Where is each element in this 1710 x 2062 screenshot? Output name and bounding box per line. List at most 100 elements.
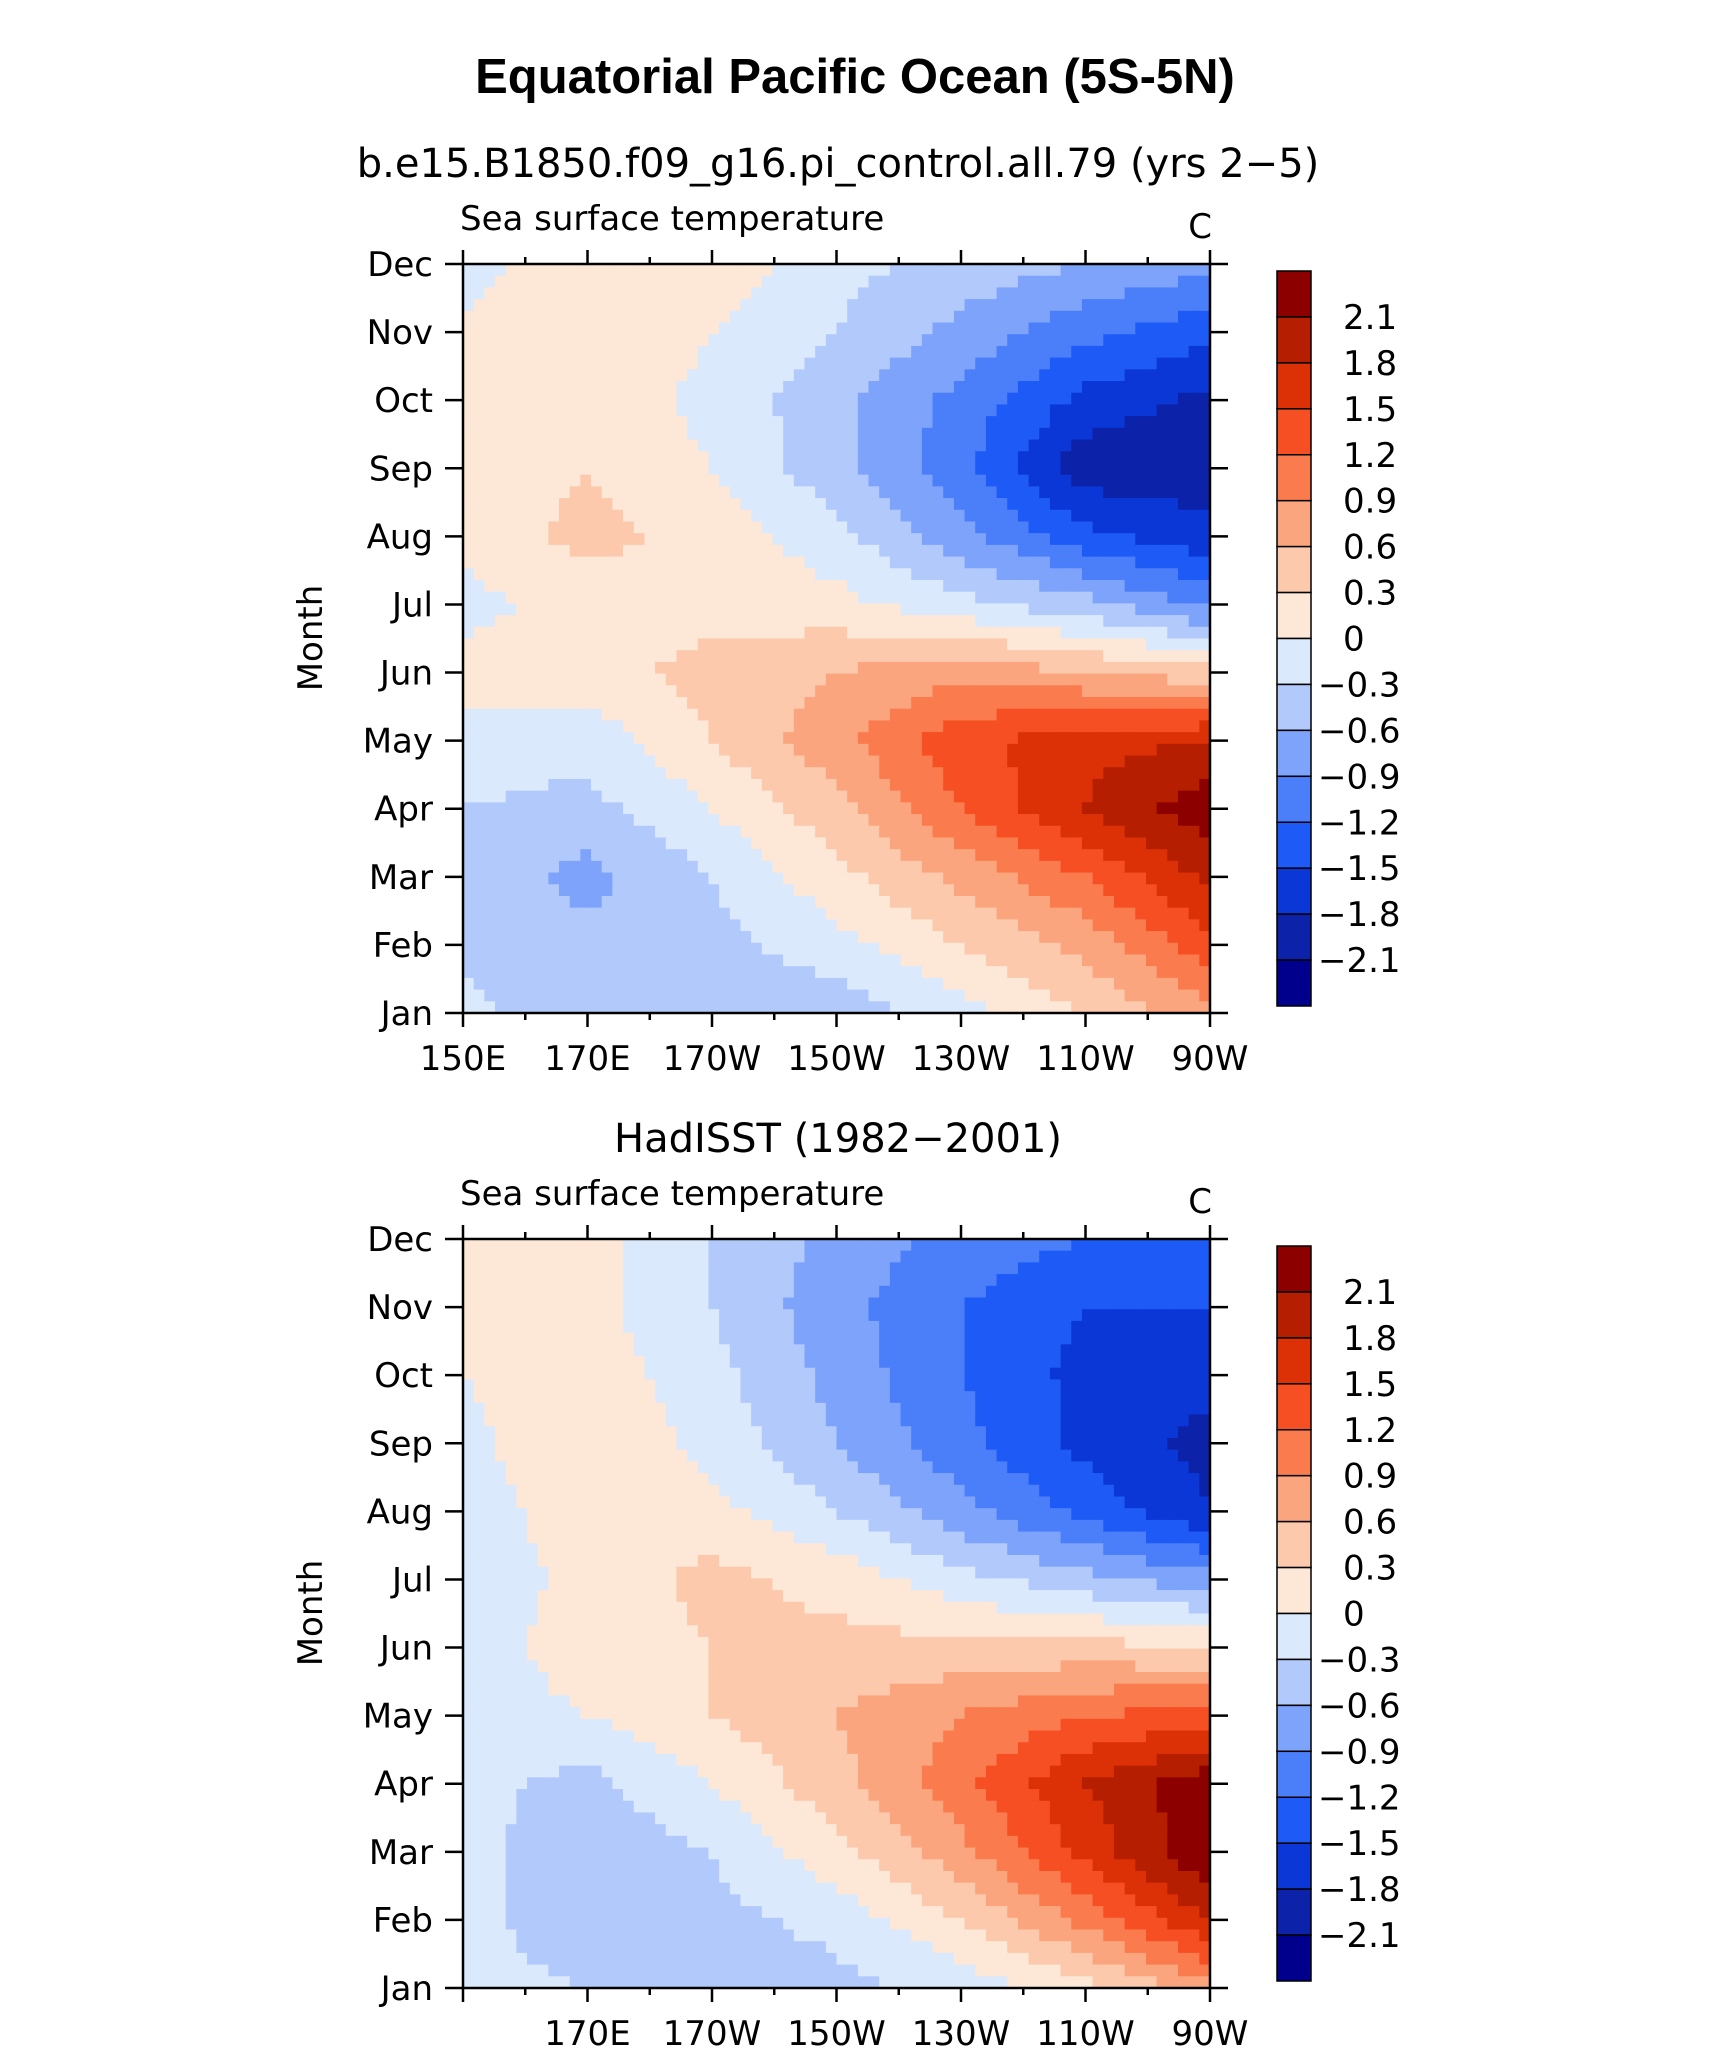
field-cell	[676, 1239, 688, 1252]
field-cell	[729, 1274, 742, 1287]
field-cell	[1145, 661, 1158, 675]
field-cell	[1167, 357, 1179, 370]
field-cell	[953, 556, 966, 569]
field-cell	[783, 568, 795, 581]
field-cell	[911, 872, 923, 885]
field-cell	[527, 638, 539, 651]
field-cell	[484, 404, 496, 417]
field-cell	[505, 849, 517, 862]
field-cell	[911, 381, 923, 394]
field-cell	[623, 603, 635, 616]
field-cell	[559, 299, 571, 312]
field-cell	[623, 345, 635, 359]
field-cell	[580, 509, 592, 523]
field-cell	[559, 919, 571, 932]
field-cell	[1060, 521, 1072, 534]
field-cell	[495, 837, 507, 850]
field-cell	[900, 451, 912, 464]
field-cell	[868, 451, 880, 464]
field-cell	[676, 650, 688, 663]
field-cell	[1071, 1250, 1083, 1263]
field-cell	[1007, 615, 1019, 628]
field-cell	[463, 334, 475, 347]
field-cell	[697, 486, 710, 499]
field-cell	[1049, 299, 1062, 312]
field-cell	[783, 322, 795, 335]
field-cell	[847, 451, 859, 464]
field-cell	[1049, 591, 1062, 604]
field-cell	[1167, 661, 1179, 675]
field-cell	[1071, 837, 1083, 850]
field-cell	[548, 615, 560, 628]
field-cell	[740, 299, 752, 312]
field-cell	[1135, 872, 1147, 885]
field-cell	[495, 732, 507, 745]
field-cell	[996, 603, 1008, 616]
field-cell	[1092, 638, 1104, 651]
field-cell	[1039, 533, 1051, 546]
field-cell	[697, 802, 710, 815]
field-cell	[1145, 509, 1158, 523]
field-cell	[879, 334, 891, 347]
field-cell	[1039, 462, 1051, 476]
field-cell	[964, 1274, 976, 1287]
field-cell	[484, 474, 496, 487]
field-cell	[1135, 568, 1147, 581]
field-cell	[623, 790, 635, 803]
field-cell	[1049, 919, 1062, 932]
field-cell	[665, 638, 678, 651]
field-cell	[1177, 556, 1190, 569]
field-cell	[857, 381, 870, 394]
field-cell	[857, 521, 870, 534]
field-cell	[847, 369, 859, 382]
field-cell	[1113, 942, 1126, 956]
field-cell	[591, 474, 603, 487]
field-cell	[879, 275, 891, 288]
field-cell	[516, 568, 528, 581]
variable-label: Sea surface temperature	[460, 1174, 884, 1214]
field-cell	[719, 650, 731, 663]
field-cell	[473, 907, 485, 920]
field-cell	[772, 790, 784, 803]
field-cell	[964, 486, 976, 499]
field-cell	[1113, 989, 1126, 1002]
field-cell	[964, 685, 976, 698]
field-cell	[633, 1001, 646, 1014]
field-cell	[1199, 615, 1211, 628]
field-cell	[815, 849, 827, 862]
field-cell	[463, 462, 475, 476]
field-cell	[921, 778, 934, 792]
field-cell	[783, 357, 795, 370]
field-cell	[1188, 919, 1200, 932]
field-cell	[836, 907, 848, 920]
field-cell	[633, 708, 646, 722]
field-cell	[847, 872, 859, 885]
field-cell	[857, 954, 870, 967]
field-cell	[484, 615, 496, 628]
colorbar-label: 0.9	[1343, 482, 1397, 522]
field-cell	[751, 650, 763, 663]
field-cell	[772, 451, 784, 464]
field-cell	[505, 345, 517, 359]
field-cell	[1113, 556, 1126, 569]
field-cell	[676, 392, 688, 406]
field-cell	[569, 533, 581, 546]
field-cell	[975, 615, 987, 628]
field-cell	[473, 919, 485, 932]
field-cell	[761, 790, 774, 803]
field-cell	[900, 521, 912, 534]
y-tick-label: May	[363, 722, 433, 762]
field-cell	[975, 498, 987, 511]
field-cell	[1177, 345, 1190, 359]
field-cell	[548, 895, 560, 909]
field-cell	[1049, 439, 1062, 452]
field-cell	[591, 369, 603, 382]
field-cell	[932, 1001, 944, 1014]
field-cell	[921, 544, 934, 558]
field-cell	[697, 416, 710, 429]
field-cell	[473, 814, 485, 827]
field-cell	[687, 1239, 699, 1252]
field-cell	[623, 404, 635, 417]
field-cell	[879, 1262, 891, 1275]
field-cell	[804, 427, 816, 441]
